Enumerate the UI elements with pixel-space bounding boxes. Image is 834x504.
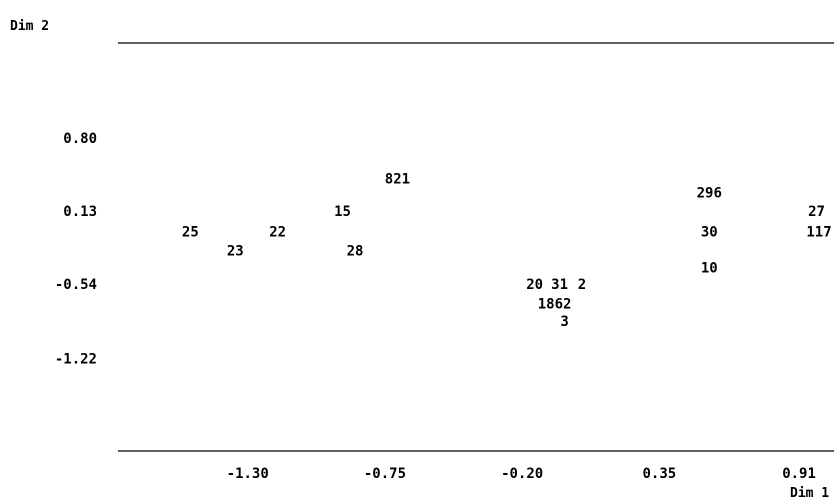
point-label: 30 — [701, 225, 718, 241]
x-tick-label: -0.75 — [364, 466, 406, 482]
point-label: 117 — [806, 225, 831, 241]
point-label: 10 — [701, 261, 718, 277]
point-label: 22 — [269, 225, 286, 241]
x-tick-label: 0.91 — [782, 466, 816, 482]
y-tick-labels: 0.80 0.13 -0.54 -1.22 — [55, 131, 97, 367]
point-label: 25 — [182, 225, 199, 241]
y-tick-label: -0.54 — [55, 277, 97, 293]
point-label: 23 — [227, 243, 244, 259]
point-label: 28 — [347, 243, 364, 259]
point-label: 3 — [560, 314, 568, 330]
x-tick-label: 0.35 — [643, 466, 677, 482]
y-axis-title: Dim 2 — [10, 19, 49, 34]
point-label: 296 — [697, 185, 722, 201]
x-tick-labels: -1.30 -0.75 -0.20 0.35 0.91 — [227, 466, 816, 482]
point-label: 2 — [578, 277, 586, 293]
y-tick-label: 0.80 — [63, 131, 97, 147]
point-label: 821 — [385, 171, 410, 187]
point-label: 15 — [334, 204, 351, 220]
y-tick-label: 0.13 — [63, 204, 97, 220]
x-axis-title: Dim 1 — [790, 486, 829, 501]
point-label: 31 — [551, 277, 568, 293]
y-tick-label: -1.22 — [55, 351, 97, 367]
x-tick-label: -0.20 — [501, 466, 543, 482]
point-label: 27 — [808, 204, 825, 220]
x-tick-label: -1.30 — [227, 466, 269, 482]
point-label: 1862 — [538, 297, 572, 313]
point-label: 20 — [526, 277, 543, 293]
